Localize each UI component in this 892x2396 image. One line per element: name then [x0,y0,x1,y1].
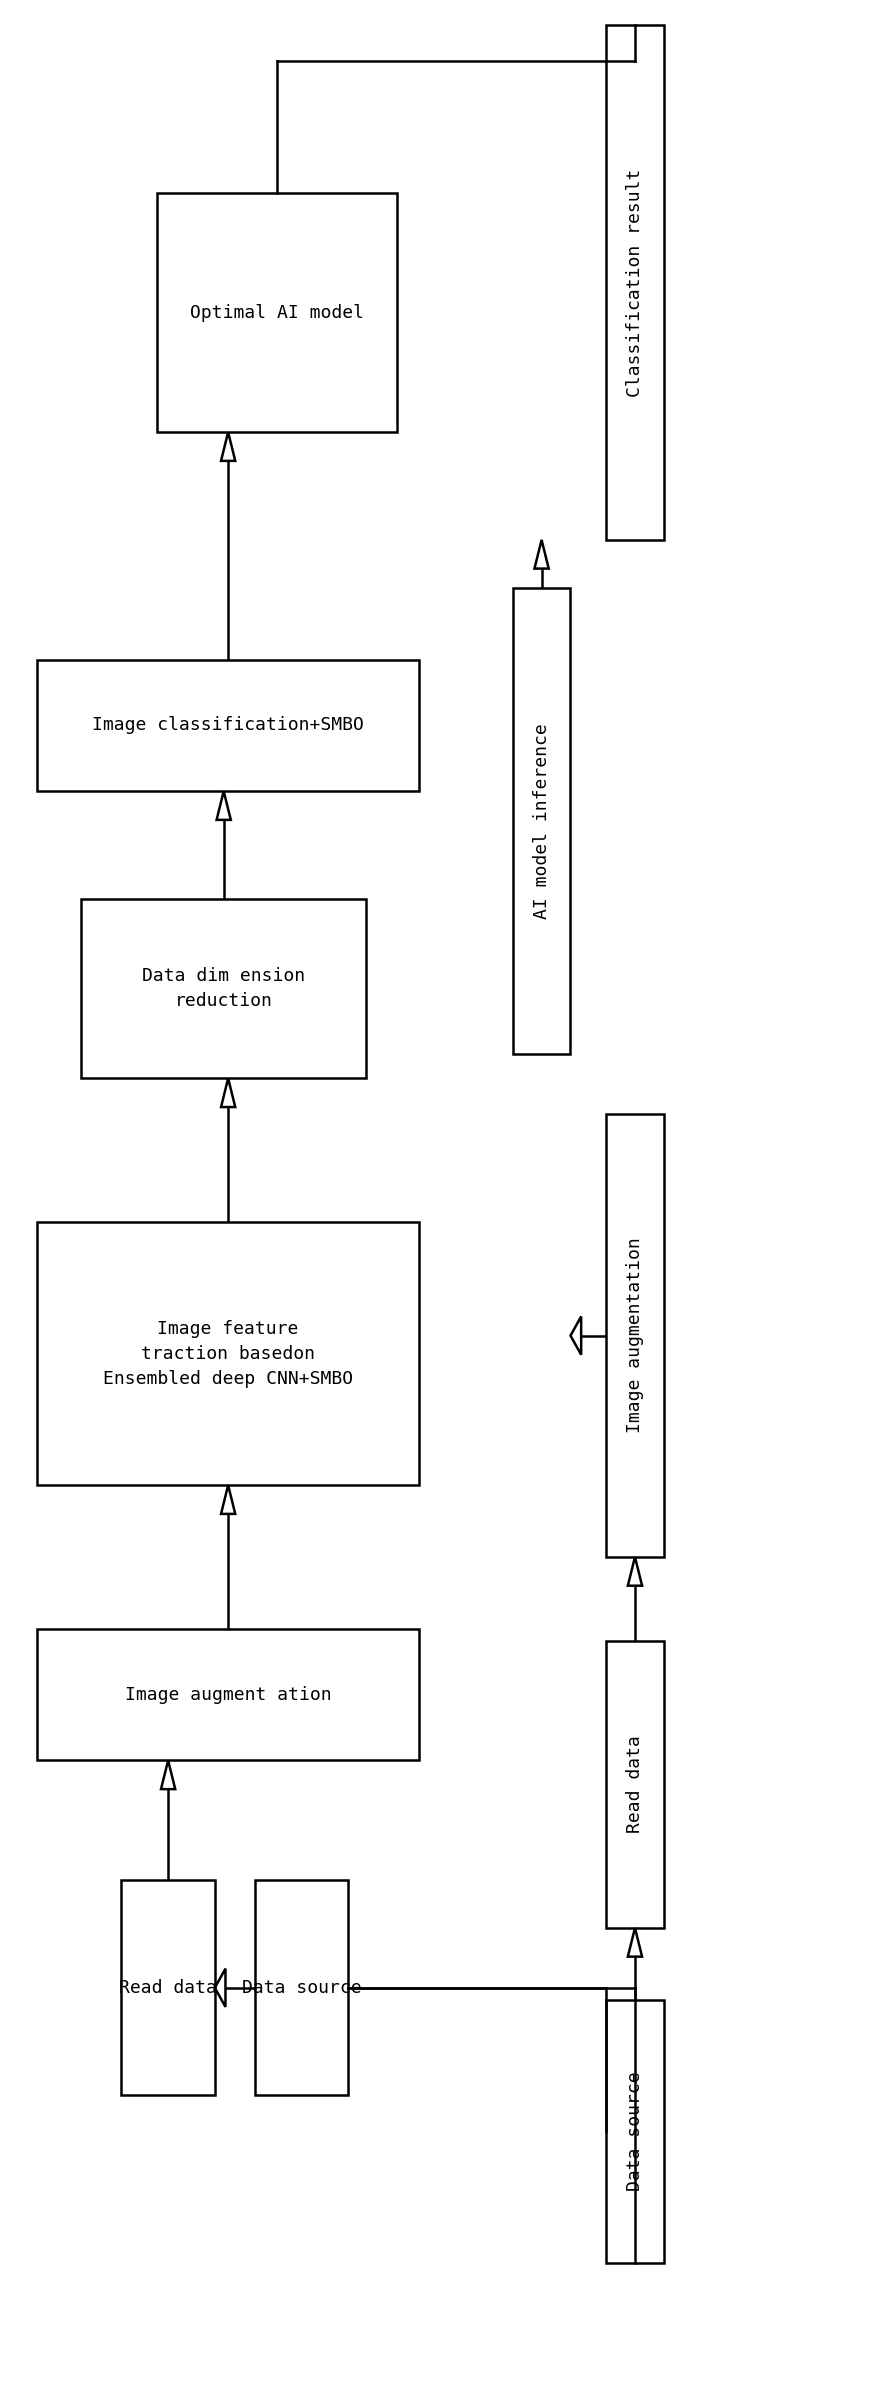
Text: Data source: Data source [626,2073,644,2192]
Text: Read data: Read data [626,1735,644,1833]
Text: Data source: Data source [242,1979,361,1996]
FancyBboxPatch shape [121,1881,215,2096]
Text: Read data: Read data [120,1979,217,1996]
Text: Image feature
traction basedon
Ensembled deep CNN+SMBO: Image feature traction basedon Ensembled… [103,1320,353,1387]
FancyBboxPatch shape [606,1641,664,1929]
FancyBboxPatch shape [81,898,366,1078]
FancyBboxPatch shape [37,659,419,791]
FancyBboxPatch shape [606,2001,664,2262]
Text: Image augmentation: Image augmentation [626,1239,644,1433]
FancyBboxPatch shape [157,192,397,431]
Text: Optimal AI model: Optimal AI model [190,304,364,321]
FancyBboxPatch shape [606,1114,664,1557]
Text: AI model inference: AI model inference [533,724,550,920]
FancyBboxPatch shape [513,587,571,1054]
FancyBboxPatch shape [37,1629,419,1761]
Text: Image augment ation: Image augment ation [125,1687,332,1704]
Text: Image classification+SMBO: Image classification+SMBO [92,716,364,733]
FancyBboxPatch shape [255,1881,348,2096]
Text: Classification result: Classification result [626,168,644,398]
Text: Data dim ension
reduction: Data dim ension reduction [142,968,305,1011]
FancyBboxPatch shape [37,1222,419,1486]
FancyBboxPatch shape [606,26,664,539]
